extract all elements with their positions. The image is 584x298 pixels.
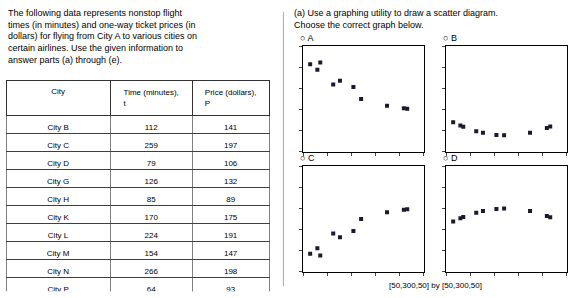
svg-text:132: 132	[224, 177, 238, 186]
svg-text:City L: City L	[48, 231, 69, 240]
svg-text:93: 93	[226, 285, 235, 292]
svg-text:147: 147	[224, 249, 238, 258]
svg-text:141: 141	[224, 123, 238, 132]
svg-text:City D: City D	[47, 159, 69, 168]
svg-text:City G: City G	[47, 177, 69, 186]
svg-text:126: 126	[145, 177, 159, 186]
svg-text:191: 191	[224, 231, 238, 240]
svg-text:○ C: ○ C	[300, 153, 315, 163]
svg-text:[50,300,50] by [50,300,50]: [50,300,50] by [50,300,50]	[389, 281, 482, 290]
svg-text:224: 224	[145, 231, 159, 240]
svg-text:City P: City P	[47, 285, 68, 292]
svg-text:154: 154	[145, 249, 159, 258]
svg-text:197: 197	[224, 141, 238, 150]
svg-text:City M: City M	[47, 249, 70, 258]
svg-text:112: 112	[145, 123, 158, 132]
svg-text:○ B: ○ B	[443, 33, 457, 43]
svg-text:85: 85	[147, 195, 156, 204]
svg-text:Price (dollars),P: Price (dollars),P	[205, 88, 257, 107]
svg-text:City B: City B	[47, 123, 68, 132]
svg-text:○ A: ○ A	[300, 33, 313, 43]
svg-text:City K: City K	[47, 213, 69, 222]
svg-text:170: 170	[145, 213, 159, 222]
svg-text:City: City	[51, 87, 65, 96]
svg-text:89: 89	[226, 195, 235, 204]
svg-text:City C: City C	[47, 141, 69, 150]
svg-text:64: 64	[147, 285, 156, 292]
svg-text:The following data represents: The following data represents nonstop fl…	[8, 8, 197, 65]
svg-text:106: 106	[224, 159, 238, 168]
svg-text:(a) Use a graphing utility to: (a) Use a graphing utility to draw a sca…	[294, 8, 498, 30]
svg-text:79: 79	[147, 159, 156, 168]
svg-text:City H: City H	[47, 195, 69, 204]
svg-text:Time (minutes),t: Time (minutes),t	[124, 88, 179, 107]
svg-text:175: 175	[224, 213, 238, 222]
svg-text:○ D: ○ D	[443, 153, 458, 163]
svg-text:City N: City N	[47, 267, 69, 276]
svg-text:266: 266	[145, 267, 159, 276]
svg-text:259: 259	[145, 141, 159, 150]
svg-text:198: 198	[224, 267, 238, 276]
